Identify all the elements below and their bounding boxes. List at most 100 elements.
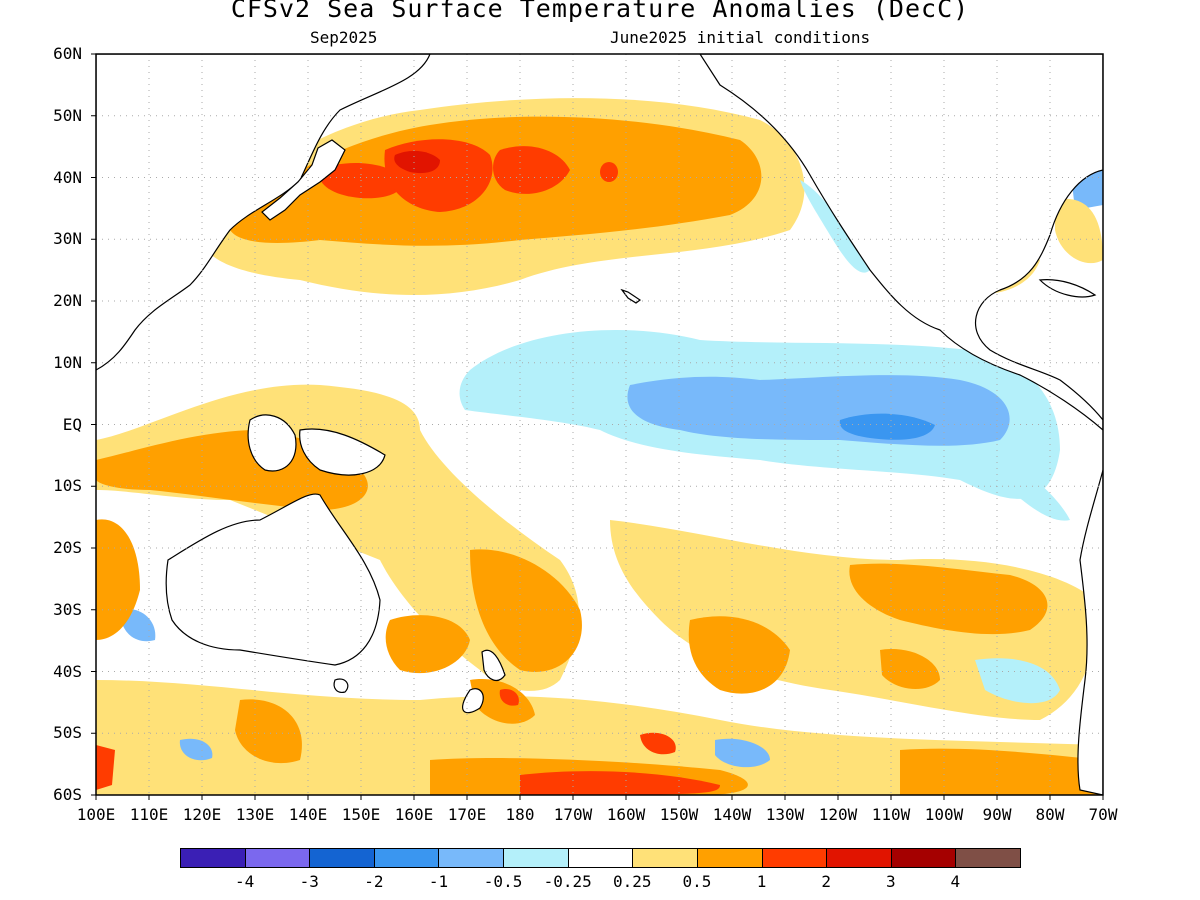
lat-label: 10S xyxy=(53,476,82,496)
colorbar-swatch xyxy=(373,848,440,868)
sepac-light xyxy=(610,520,1096,720)
lon-label: 70W xyxy=(1088,805,1118,824)
south-america xyxy=(1077,469,1103,795)
australia xyxy=(165,493,381,666)
lon-label: 180 xyxy=(505,805,535,824)
southern-light xyxy=(96,680,1103,795)
colorbar-swatch xyxy=(696,848,763,868)
coastlines xyxy=(96,54,1103,795)
new-zealand-n xyxy=(481,649,506,682)
colorbar-swatch xyxy=(309,848,375,868)
japan xyxy=(261,139,346,221)
south-cool-3 xyxy=(179,738,213,761)
lon-label: 120W xyxy=(818,805,858,824)
npac-warm-orange xyxy=(230,116,762,246)
lat-label: 50N xyxy=(53,105,82,125)
lon-label: 140W xyxy=(712,805,752,824)
lon-label: 150W xyxy=(659,805,699,824)
colorbar-swatch xyxy=(890,848,957,868)
colorbar-swatch xyxy=(438,848,505,868)
lat-label: 30S xyxy=(53,599,82,619)
colorbar-label: -4 xyxy=(234,872,255,891)
cuba xyxy=(1038,279,1097,298)
lon-label: 90W xyxy=(982,805,1012,824)
lon-label: 170W xyxy=(553,805,593,824)
lon-label: 100W xyxy=(924,805,964,824)
lat-label: 60S xyxy=(53,785,82,804)
initial-conditions: June2025 initial conditions xyxy=(610,28,871,47)
lon-label: 120E xyxy=(182,805,222,824)
spacific-warm-1 xyxy=(470,549,582,672)
colorbar-swatch xyxy=(826,848,892,868)
lon-label: 130W xyxy=(765,805,805,824)
southern-orange-2 xyxy=(235,699,302,764)
sepac-orange-2 xyxy=(688,616,790,694)
colorbar-label: 3 xyxy=(885,872,896,891)
sepac-orange-3 xyxy=(880,649,940,690)
lat-label: EQ xyxy=(62,414,82,434)
maritime-warm-orange xyxy=(96,430,368,510)
sepac-orange-1 xyxy=(849,563,1048,635)
lon-label: 80W xyxy=(1035,805,1065,824)
colorbar-label: -2 xyxy=(364,872,384,891)
eq-cool-core xyxy=(839,413,935,440)
lon-label: 170E xyxy=(447,805,487,824)
lat-label: 20N xyxy=(53,291,82,310)
south-cool-2 xyxy=(715,738,770,768)
spacific-warm-2 xyxy=(385,615,470,674)
nz-warm xyxy=(470,679,535,724)
colorbar-label: -1 xyxy=(428,872,449,891)
north-america xyxy=(699,54,1103,431)
npac-warm-red-3 xyxy=(493,146,570,194)
nz-red xyxy=(499,689,519,706)
lat-label: 60N xyxy=(53,44,82,63)
map-title: CFSv2 Sea Surface Temperature Anomalies … xyxy=(230,0,970,23)
colorbar-swatch xyxy=(955,848,1021,868)
colorbar-label: 4 xyxy=(950,872,961,891)
colorbar-label: 2 xyxy=(821,872,831,891)
south-cool-1 xyxy=(975,658,1060,704)
lon-label: 140E xyxy=(288,805,328,824)
lat-label: 10N xyxy=(53,352,82,372)
lat-label: 40S xyxy=(53,661,82,681)
lat-label: 20S xyxy=(53,538,82,557)
colorbar-label: 1 xyxy=(756,872,767,891)
colorbar-label: 0.5 xyxy=(682,872,712,891)
lat-label: 30N xyxy=(53,229,82,249)
asia-coast xyxy=(96,54,431,371)
borneo xyxy=(247,414,297,472)
southern-red-2 xyxy=(640,732,676,755)
lon-label: 110E xyxy=(129,805,169,824)
colorbar-label: -0.5 xyxy=(483,872,523,891)
tasmania xyxy=(333,678,349,693)
california-cool xyxy=(800,180,870,273)
southern-orange-3 xyxy=(900,748,1103,795)
sw-red xyxy=(96,745,115,790)
lon-label: 150E xyxy=(341,805,381,824)
lon-label: 110W xyxy=(871,805,911,824)
npac-warm-dark-1 xyxy=(394,150,440,174)
lat-label: 40N xyxy=(53,167,82,187)
colorbar-swatch xyxy=(244,848,311,868)
hawaii xyxy=(620,288,642,304)
colorbar-swatch xyxy=(567,848,634,868)
colorbar-swatch xyxy=(503,848,569,868)
lon-label: 160W xyxy=(606,805,646,824)
peru-cool xyxy=(1000,460,1070,521)
colorbar-swatch xyxy=(761,848,828,868)
colorbar-swatch xyxy=(632,848,698,868)
colorbar-label: 0.25 xyxy=(613,872,652,891)
lon-label: 130E xyxy=(235,805,275,824)
lon-label: 100E xyxy=(76,805,116,824)
forecast-month: Sep2025 xyxy=(310,28,378,47)
new-zealand-s xyxy=(462,688,484,714)
npac-warm-dot xyxy=(600,162,618,182)
indian-warm xyxy=(96,519,140,640)
southern-red-1 xyxy=(520,771,720,795)
lat-label: 50S xyxy=(53,723,82,743)
colorbar-label: -0.25 xyxy=(543,872,592,891)
axis-ticks xyxy=(91,53,1104,800)
new-guinea xyxy=(299,428,386,476)
lon-label: 160E xyxy=(394,805,434,824)
